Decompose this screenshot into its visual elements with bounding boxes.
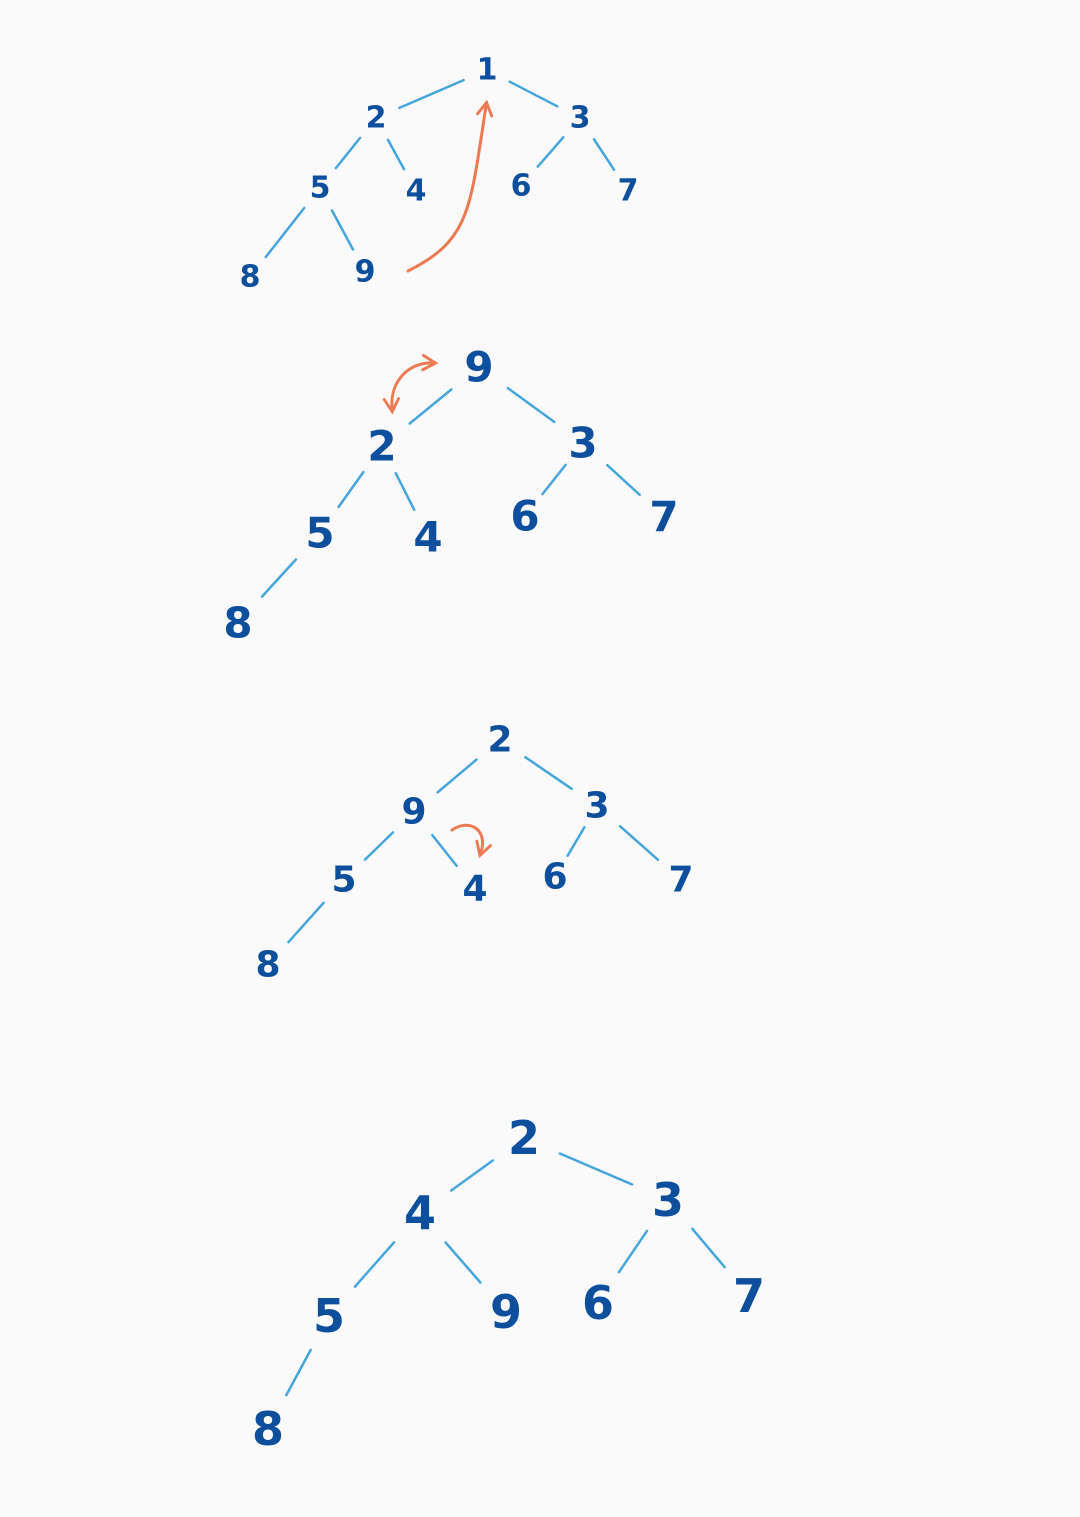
tree-edge bbox=[394, 472, 416, 511]
tree-edge bbox=[606, 463, 641, 497]
tree-edge bbox=[524, 755, 573, 791]
tree-edge bbox=[337, 470, 365, 509]
tree-edge bbox=[431, 833, 458, 868]
tree-node-label: 4 bbox=[413, 513, 442, 562]
tree-node-label: 8 bbox=[252, 1402, 284, 1456]
tree-node-label: 3 bbox=[652, 1173, 684, 1227]
tree-edge bbox=[541, 463, 567, 496]
tree-node-label: 1 bbox=[477, 53, 498, 88]
tree-node-label: 3 bbox=[568, 419, 597, 468]
tree-node-label: 4 bbox=[406, 174, 427, 209]
heap-diagram-step-1: 1 2 3 5 4 6 7 8 9 bbox=[240, 53, 639, 295]
tree-node-label: 2 bbox=[366, 101, 387, 136]
tree-edge bbox=[363, 831, 395, 861]
tree-edge bbox=[618, 824, 660, 862]
tree-node-label: 3 bbox=[570, 101, 591, 136]
tree-edge bbox=[386, 138, 406, 171]
tree-node-label: 2 bbox=[508, 1111, 540, 1165]
tree-edge bbox=[334, 136, 362, 170]
tree-node-label: 7 bbox=[733, 1269, 765, 1323]
tree-edge bbox=[444, 1241, 482, 1284]
tree-node-label: 6 bbox=[542, 857, 567, 898]
tree-node-label: 2 bbox=[487, 720, 512, 761]
tree-node-label: 5 bbox=[313, 1289, 345, 1343]
tree-node-label: 5 bbox=[331, 860, 356, 901]
tree-node-label: 9 bbox=[401, 792, 426, 833]
tree-node-label: 9 bbox=[490, 1285, 522, 1339]
tree-node-label: 7 bbox=[649, 493, 678, 542]
tree-node-label: 7 bbox=[618, 174, 639, 209]
tree-node-label: 7 bbox=[668, 860, 693, 901]
tree-node-label: 2 bbox=[367, 422, 396, 471]
tree-node-label: 8 bbox=[255, 945, 280, 986]
tree-node-label: 6 bbox=[511, 169, 532, 204]
tree-edge bbox=[566, 826, 586, 857]
tree-node-label: 6 bbox=[510, 492, 539, 541]
move-arrow-icon bbox=[406, 99, 494, 273]
tree-edge bbox=[558, 1152, 634, 1186]
tree-edge bbox=[436, 758, 478, 794]
tree-edge bbox=[506, 386, 556, 424]
tree-node-label: 8 bbox=[223, 599, 252, 648]
tree-edge bbox=[691, 1227, 726, 1269]
tree-edge bbox=[287, 901, 325, 944]
tree-edge bbox=[330, 209, 355, 251]
tree-edge bbox=[285, 1348, 312, 1397]
tree-edge bbox=[617, 1229, 649, 1274]
tree-edge bbox=[353, 1241, 396, 1288]
tree-node-label: 5 bbox=[310, 171, 331, 206]
tree-edge bbox=[398, 78, 465, 110]
swap-arrow-icon bbox=[450, 823, 493, 859]
tree-edge bbox=[536, 136, 565, 168]
tree-edge bbox=[260, 558, 298, 598]
tree-edge bbox=[508, 80, 559, 108]
heap-diagram-step-3: 2 9 3 5 4 6 7 8 bbox=[255, 720, 693, 986]
swap-arrow-icon bbox=[382, 353, 439, 415]
tree-node-label: 4 bbox=[462, 869, 487, 910]
tree-node-label: 9 bbox=[355, 255, 376, 290]
tree-node-label: 9 bbox=[464, 343, 493, 392]
tree-edge bbox=[449, 1159, 495, 1192]
tree-edge bbox=[592, 138, 616, 171]
heap-diagram-step-2: 9 2 3 5 4 6 7 8 bbox=[223, 343, 678, 648]
tree-node-label: 3 bbox=[584, 786, 609, 827]
heap-diagram-step-4: 2 4 3 5 9 6 7 8 bbox=[252, 1111, 765, 1456]
tree-edge bbox=[264, 206, 306, 259]
tree-node-label: 6 bbox=[582, 1276, 614, 1330]
tree-node-label: 5 bbox=[305, 509, 334, 558]
tree-node-label: 8 bbox=[240, 260, 261, 295]
tree-node-label: 4 bbox=[404, 1186, 436, 1240]
